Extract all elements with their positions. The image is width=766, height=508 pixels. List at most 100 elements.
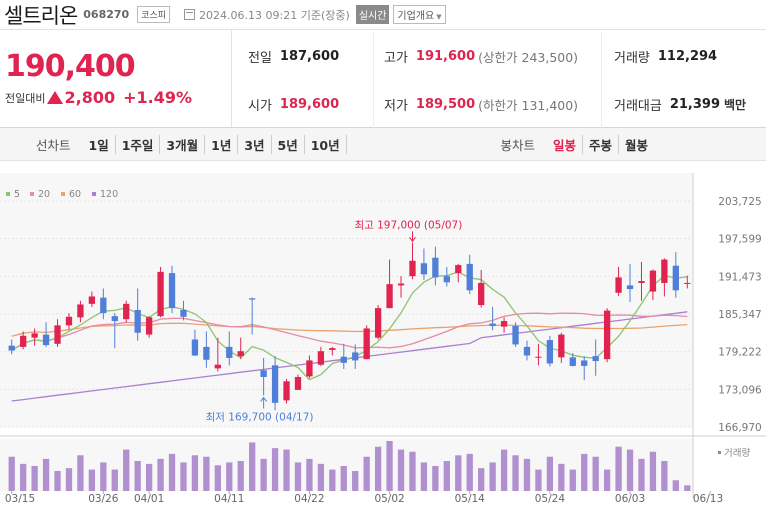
candle-body [54, 325, 61, 344]
candle-body [31, 333, 38, 338]
period-1d[interactable]: 1일 [83, 134, 116, 154]
period-1y[interactable]: 1년 [205, 134, 239, 154]
stat-value: 189,500 [415, 96, 476, 112]
x-tick-label: 03/15 [5, 493, 35, 504]
candle-body [134, 309, 141, 333]
stats-grid: 전일 187,600 고가 191,600 (상한가 243,500) 거래량 112,… [232, 30, 766, 128]
candle-body [168, 273, 176, 309]
stat-high: 고가 191,600 (상한가 243,500) [374, 32, 602, 80]
volume-bar [409, 451, 416, 491]
down-arrow-icon [409, 237, 416, 243]
volume-bar [523, 458, 531, 491]
candle-body [8, 345, 15, 351]
volume-bar [455, 455, 462, 491]
volume-bar [329, 469, 336, 491]
volume-bar [317, 463, 325, 491]
candle-body [271, 365, 279, 403]
candlestick-chart[interactable]: 203,725 197,599 191,473 185,347 179,222 173,0… [0, 161, 766, 505]
chevron-down-icon: ▼ [436, 13, 442, 21]
volume-bar [88, 469, 96, 491]
period-3m[interactable]: 3개월 [160, 134, 206, 154]
period-3y[interactable]: 3년 [238, 134, 272, 154]
volume-bar [558, 463, 565, 491]
legend-swatch [92, 192, 96, 196]
volume-bar [237, 461, 244, 491]
stat-label: 거래대금 [614, 98, 662, 114]
ma20-line [11, 312, 688, 352]
candle-daily[interactable]: 일봉 [547, 134, 583, 154]
candle-body [489, 323, 496, 326]
candle-body [455, 265, 462, 274]
stat-label: 고가 [384, 50, 408, 66]
x-tick-label: 03/26 [88, 493, 119, 504]
x-tick-label: 04/11 [214, 493, 244, 504]
stat-value: 189,600 [279, 96, 340, 112]
volume-bar [191, 455, 199, 491]
candle-body [214, 364, 221, 369]
candle-body [42, 334, 50, 346]
stock-header: 셀트리온 068270 코스피 2024.06.13 09:21 기준(장중) … [0, 0, 766, 30]
volume-bar [661, 461, 668, 491]
volume-bar [615, 446, 622, 491]
candle-body [65, 316, 73, 326]
period-10y[interactable]: 10년 [305, 134, 347, 154]
company-overview-button[interactable]: 기업개요 ▼ [393, 5, 446, 24]
y-tick-label: 185,347 [718, 309, 761, 321]
x-tick-label: 05/14 [455, 493, 486, 504]
volume-bar [157, 458, 164, 491]
candle-body [592, 356, 599, 362]
stat-value: 112,294 [657, 48, 718, 64]
volume-bar [31, 466, 38, 491]
volume-bar [180, 462, 187, 491]
volume-bar [432, 466, 439, 491]
volume-bar [226, 462, 233, 491]
candle-body [638, 281, 645, 283]
volume-bar [512, 455, 519, 491]
volume-bar [569, 469, 576, 491]
volume-label: 거래량 [724, 447, 750, 459]
candle-body [145, 317, 153, 335]
volume-bar [466, 453, 473, 491]
volume-bar [123, 449, 130, 491]
calendar-icon [184, 9, 196, 20]
legend-label: 5 [14, 189, 20, 200]
volume-bar [603, 469, 611, 491]
candle-body [363, 328, 370, 360]
candle-body [603, 310, 611, 360]
candle-body [317, 351, 325, 365]
x-tick-label: 04/01 [134, 493, 164, 504]
legend-swatch [61, 192, 65, 196]
volume-bar [214, 465, 221, 491]
stat-label: 저가 [384, 98, 408, 114]
realtime-button[interactable]: 실시간 [355, 5, 390, 24]
y-tick-label: 191,473 [718, 271, 761, 283]
candle-body [581, 360, 588, 366]
stat-open: 시가 189,600 [248, 80, 374, 128]
period-5y[interactable]: 5년 [272, 134, 305, 154]
stat-prev: 전일 187,600 [248, 32, 374, 80]
y-tick-label: 179,222 [718, 347, 761, 359]
candle-weekly[interactable]: 주봉 [583, 134, 619, 154]
x-tick-label: 06/03 [615, 493, 645, 504]
amount-unit: 백만 [724, 97, 747, 112]
candle-monthly[interactable]: 월봉 [624, 137, 648, 153]
candle-body [661, 259, 668, 283]
company-overview-label: 기업개요 [397, 11, 435, 22]
candle-body [672, 265, 679, 291]
volume-legend-swatch [718, 451, 721, 454]
lower-limit: (하한가 131,400) [478, 97, 579, 113]
candle-body [512, 325, 519, 345]
change-value: 2,800 [64, 88, 116, 107]
price-change: 전일대비 2,800 +1.49% [5, 88, 231, 107]
candle-body [523, 346, 531, 356]
period-1w[interactable]: 1주일 [116, 134, 161, 154]
price-chart[interactable]: 203,725 197,599 191,473 185,347 179,222 173,0… [0, 161, 766, 505]
volume-bar [20, 463, 27, 491]
volume-bar [100, 462, 107, 491]
legend-label: 60 [69, 189, 81, 200]
volume-bar [340, 466, 347, 491]
candle-body [100, 297, 107, 314]
volume-bar [306, 458, 313, 491]
volume-bar [443, 461, 450, 491]
volume-bar [672, 480, 679, 491]
